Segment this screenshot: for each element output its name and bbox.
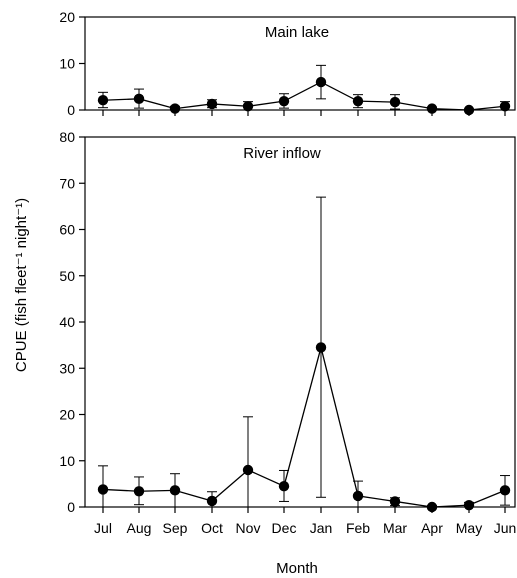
y-tick-label: 70: [59, 175, 75, 191]
data-point: [97, 484, 109, 495]
x-tick-label: Feb: [346, 520, 370, 536]
y-axis-title: CPUE (fish fleet⁻¹ night⁻¹): [13, 198, 30, 372]
data-point: [242, 101, 254, 112]
y-tick-label: 20: [59, 407, 75, 423]
x-tick-label: Jul: [94, 520, 112, 536]
series-line: [102, 81, 506, 111]
x-tick-label: May: [456, 520, 482, 536]
x-tick-label: Aug: [127, 520, 152, 536]
x-tick-label: Apr: [421, 520, 443, 536]
panel-river-inflow: 0 10 20 30 40 50 60 70 80 Jul Aug Sep Oct Nov Dec Jan Fe…: [59, 129, 516, 536]
y-tick-label: 30: [59, 360, 75, 376]
y-tick-label: 0: [67, 102, 75, 118]
x-tick-label: Nov: [236, 520, 261, 536]
y-tick-label: 10: [59, 453, 75, 469]
plot-frame: [84, 136, 516, 508]
data-point: [315, 76, 327, 88]
data-point: [389, 96, 401, 108]
data-point: [206, 495, 218, 507]
y-tick-label: 20: [59, 9, 75, 25]
data-point: [133, 93, 145, 105]
y-tick-label: 60: [59, 222, 75, 238]
y-tick-label: 0: [67, 499, 75, 515]
data-point: [315, 342, 327, 353]
panel-title: Main lake: [265, 24, 329, 41]
data-point: [278, 480, 290, 492]
x-tick-label: Oct: [201, 520, 223, 536]
data-point: [463, 499, 475, 511]
x-tick-label: Jun: [494, 520, 517, 536]
data-point: [352, 490, 364, 502]
x-tick-label: Jan: [310, 520, 333, 536]
y-tick-label: 50: [59, 268, 75, 284]
x-axis-title: Month: [276, 560, 318, 577]
data-point: [463, 104, 475, 116]
data-point: [97, 95, 109, 106]
y-tick-label: 10: [59, 56, 75, 72]
data-point: [499, 101, 511, 112]
data-point: [426, 501, 438, 513]
data-point: [169, 485, 181, 496]
data-point: [133, 486, 145, 497]
x-tick-label: Mar: [383, 520, 407, 536]
panel-title: River inflow: [243, 145, 321, 162]
x-tick-label: Sep: [163, 520, 188, 536]
y-tick-label: 80: [59, 129, 75, 145]
data-point: [242, 464, 254, 476]
series-line: [102, 347, 506, 508]
x-tick-label: Dec: [272, 520, 297, 536]
panel-main-lake: 0 10 20 Main lake: [59, 9, 516, 118]
data-point: [389, 496, 401, 507]
data-point: [206, 98, 218, 110]
data-point: [169, 103, 181, 114]
data-point: [499, 485, 511, 496]
data-point: [426, 103, 438, 114]
y-tick-label: 40: [59, 314, 75, 330]
data-point: [352, 95, 364, 107]
data-point: [278, 95, 290, 107]
